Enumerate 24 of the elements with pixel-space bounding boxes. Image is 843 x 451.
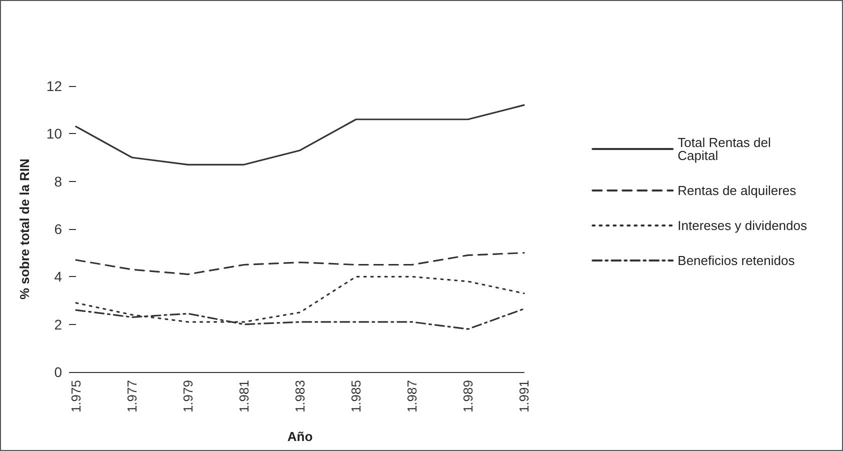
y-tick-label: 2 bbox=[54, 316, 62, 332]
text: Rentas de alquileres bbox=[678, 183, 797, 198]
x-tick-label: 1.977 bbox=[124, 380, 140, 413]
x-tick-label: 1.983 bbox=[292, 380, 308, 413]
line-series bbox=[75, 104, 525, 166]
x-axis-title: Año bbox=[287, 429, 313, 444]
y-tick-label: 4 bbox=[54, 268, 62, 285]
text: Beneficios retenidos bbox=[678, 253, 796, 268]
x-tick-label: 1.981 bbox=[236, 380, 252, 413]
y-tick-label: 0 bbox=[54, 364, 62, 380]
y-tick-label: 10 bbox=[46, 126, 62, 142]
text: Intereses y dividendos bbox=[678, 218, 808, 233]
y-tick-label: 8 bbox=[54, 173, 62, 190]
x-tick-label: 1.987 bbox=[404, 380, 420, 413]
x-tick-label: 1.975 bbox=[68, 380, 84, 413]
x-tick-label: 1.989 bbox=[460, 380, 476, 413]
y-axis-title: % sobre total de la RIN bbox=[17, 158, 32, 300]
x-tick-label: 1.985 bbox=[348, 380, 364, 413]
y-tick-label: 6 bbox=[54, 221, 62, 237]
line-series bbox=[75, 252, 525, 276]
x-tick-label: 1.991 bbox=[516, 380, 532, 413]
text: Total Rentas del Capital bbox=[678, 135, 774, 163]
x-tick-label: 1.979 bbox=[180, 380, 196, 413]
y-tick-label: 12 bbox=[46, 78, 62, 94]
